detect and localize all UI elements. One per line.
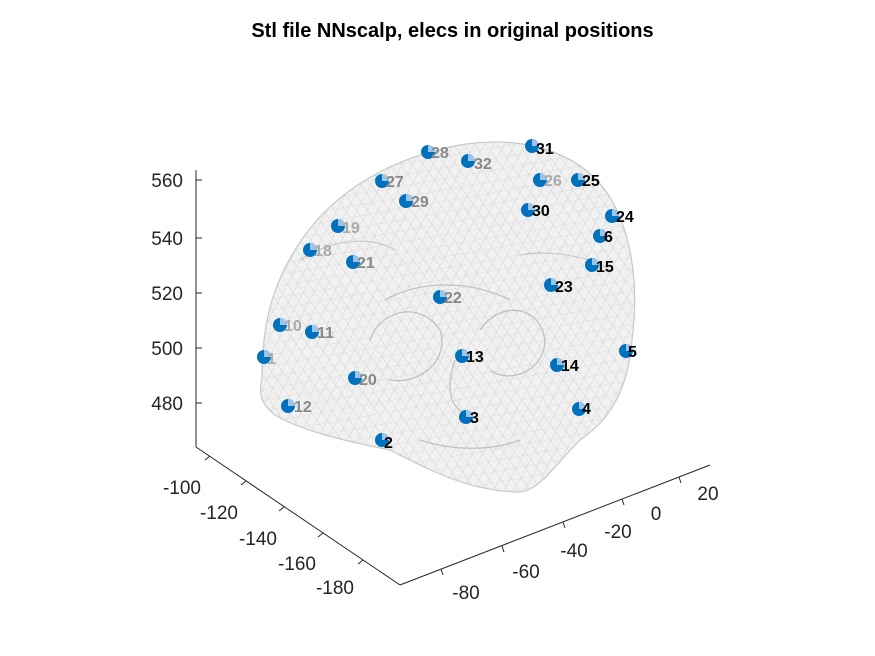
electrode-marker-highlight [612, 209, 619, 216]
electrode-marker-highlight [280, 318, 287, 325]
electrode-label: 2 [384, 435, 393, 452]
electrode-marker-highlight [532, 139, 539, 146]
electrode-label: 31 [536, 141, 554, 158]
electrode-label: 12 [294, 399, 312, 416]
electrode-marker-highlight [600, 229, 607, 236]
electrode-label: 5 [628, 344, 637, 361]
electrode-label: 25 [582, 173, 600, 190]
electrode-marker-highlight [264, 350, 271, 357]
z-tick-label: 520 [151, 284, 183, 305]
y-axis-line [195, 446, 401, 586]
electrode-markers: 2345131415232425303132222129282711101212… [257, 139, 637, 452]
electrode-marker-highlight [382, 433, 389, 440]
x-tick-label: -60 [512, 562, 539, 583]
electrode-label: 29 [411, 194, 429, 211]
electrode-label: 18 [314, 243, 332, 260]
electrode-label: 19 [342, 220, 360, 237]
y-tick-label: -100 [163, 478, 201, 499]
electrode-label: 3 [470, 410, 479, 427]
electrode-marker-highlight [592, 258, 599, 265]
electrode-label: 14 [561, 358, 579, 375]
x-axis-line [399, 464, 711, 586]
electrode-label: 6 [604, 229, 613, 246]
electrode-label: 21 [357, 255, 375, 272]
x-axis: -80 -60 -40 -20 0 20 [440, 476, 719, 604]
electrode-marker-highlight [468, 154, 475, 161]
z-tick-label: 500 [151, 339, 183, 360]
electrode-marker-highlight [312, 325, 319, 332]
electrode-marker-highlight [382, 174, 389, 181]
electrode-marker-highlight [338, 219, 345, 226]
electrode-marker-highlight [579, 402, 586, 409]
electrode-label: 15 [596, 259, 614, 276]
electrode-marker-highlight [462, 349, 469, 356]
x-tick-label: 20 [697, 484, 718, 505]
z-tick-label: 560 [151, 171, 183, 192]
x-tick-label: 0 [651, 504, 662, 525]
x-tick-label: -80 [452, 583, 479, 604]
electrode-marker-highlight [540, 173, 547, 180]
electrode-marker-highlight [428, 145, 435, 152]
z-tick-label: 540 [151, 229, 183, 250]
electrode-label: 4 [582, 401, 591, 418]
axes-lines [195, 170, 711, 586]
z-tick-label: 480 [151, 394, 183, 415]
z-axis: 560 540 520 500 480 [151, 171, 202, 415]
electrode-marker-highlight [557, 358, 564, 365]
electrode-marker-highlight [551, 278, 558, 285]
electrode-marker-highlight [626, 344, 633, 351]
electrode-marker-highlight [466, 410, 473, 417]
chart-title: Stl file NNscalp, elecs in original posi… [251, 20, 654, 42]
electrode-label: 10 [284, 318, 302, 335]
electrode-label: 13 [466, 349, 484, 366]
electrode-marker-highlight [578, 173, 585, 180]
y-axis: -100 -120 -140 -160 -180 [163, 455, 364, 599]
electrode-marker-highlight [355, 371, 362, 378]
y-tick-label: -180 [316, 578, 354, 599]
x-tick-label: -40 [560, 541, 587, 562]
electrode-label: 24 [616, 209, 634, 226]
electrode-label: 11 [317, 325, 334, 342]
electrode-marker-highlight [528, 203, 535, 210]
y-tick-label: -140 [239, 529, 277, 550]
electrode-label: 32 [474, 156, 492, 173]
electrode-marker-highlight [310, 243, 317, 250]
electrode-label: 23 [555, 279, 573, 296]
electrode-label: 28 [431, 145, 449, 162]
electrode-marker-highlight [406, 194, 413, 201]
electrode-label: 26 [544, 173, 562, 190]
electrode-label: 30 [532, 203, 550, 220]
y-tick-label: -120 [200, 503, 238, 524]
electrode-marker-highlight [288, 399, 295, 406]
y-tick-label: -160 [278, 554, 316, 575]
electrode-marker-highlight [440, 290, 447, 297]
electrode-marker-highlight [353, 255, 360, 262]
electrode-label: 22 [444, 290, 462, 307]
electrode-label: 20 [359, 372, 377, 389]
electrode-label: 1 [267, 351, 276, 368]
electrode-label: 27 [386, 174, 404, 191]
x-tick-label: -20 [604, 522, 631, 543]
